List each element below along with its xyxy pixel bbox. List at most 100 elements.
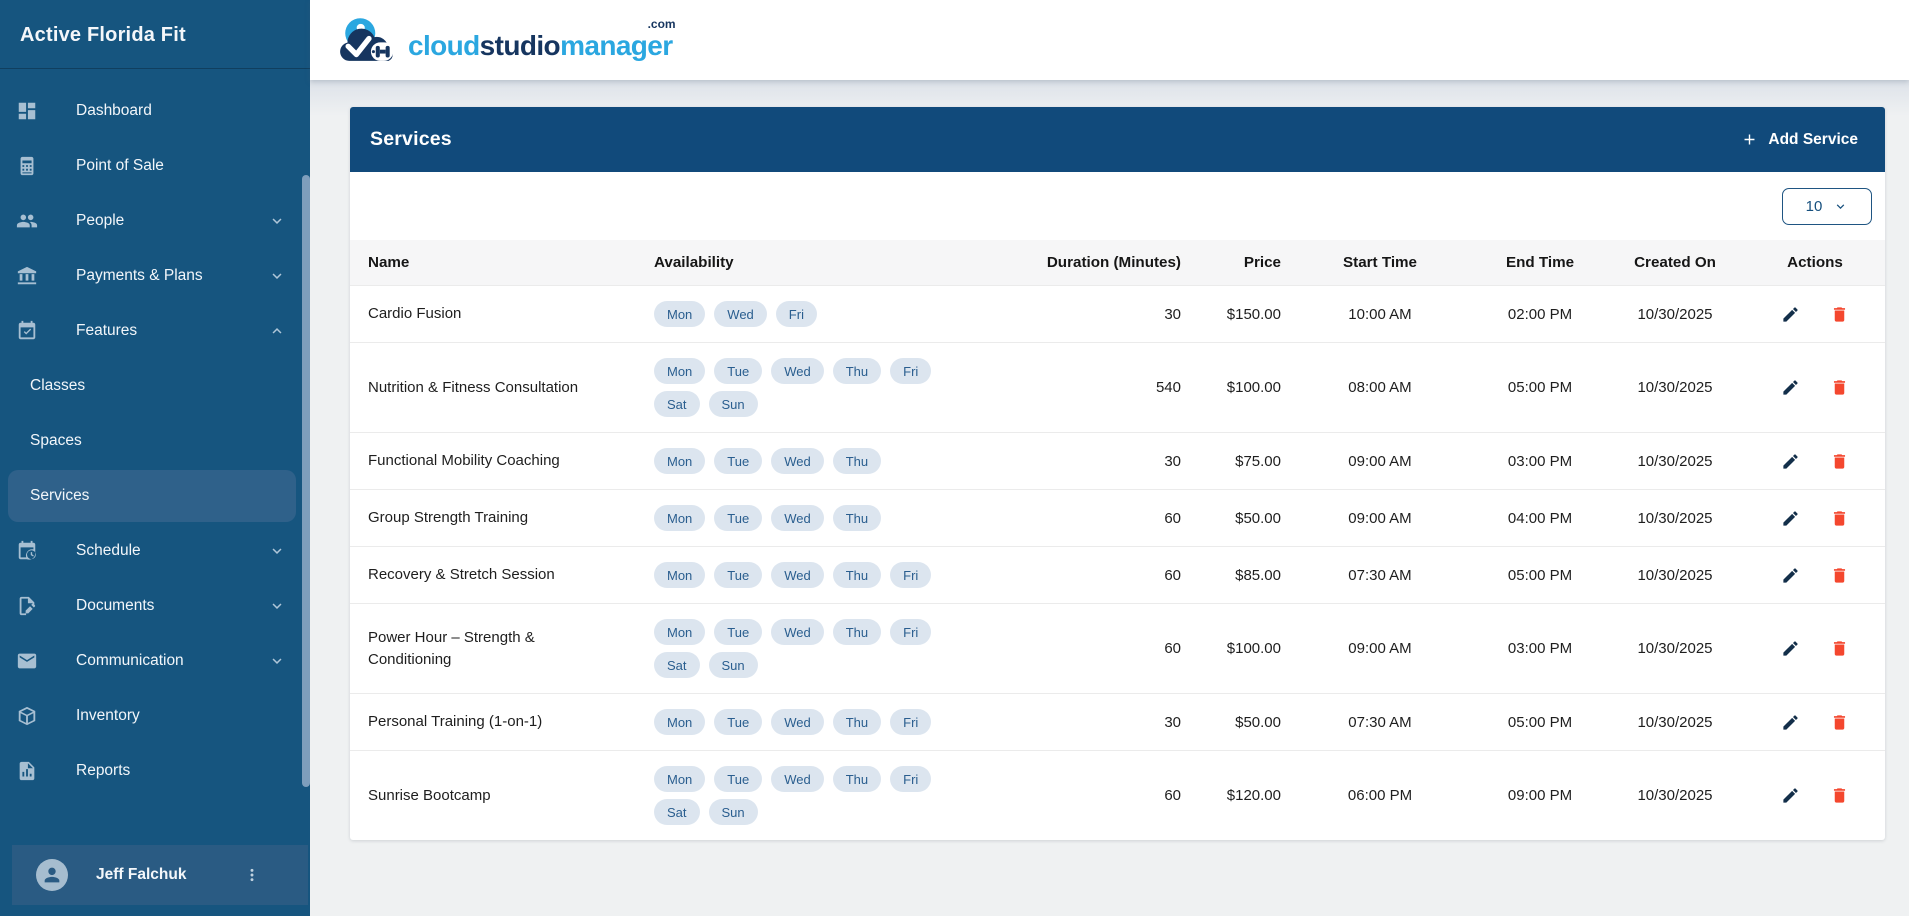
plus-icon — [1744, 134, 1755, 145]
edit-button[interactable] — [1781, 509, 1800, 528]
org-title: Active Florida Fit — [0, 0, 310, 69]
delete-button[interactable] — [1830, 639, 1849, 658]
user-avatar-icon — [36, 859, 68, 891]
sidebar-item-reports[interactable]: Reports — [0, 745, 310, 797]
edit-button[interactable] — [1781, 639, 1800, 658]
chevron-down-icon — [272, 218, 282, 224]
end-time-value: 02:00 PM — [1475, 285, 1605, 343]
sidebar-item-label: Features — [76, 322, 138, 339]
sidebar-item-label: Spaces — [30, 432, 82, 449]
column-header-duration-minutes: Duration (Minutes) — [960, 240, 1185, 286]
created-on-value: 10/30/2025 — [1605, 603, 1745, 694]
row-actions — [1745, 452, 1885, 471]
day-pill: Sun — [708, 799, 758, 825]
delete-button[interactable] — [1830, 305, 1849, 324]
service-name: Sunrise Bootcamp — [368, 786, 491, 804]
chevron-down-icon — [268, 267, 286, 285]
day-pill: Thu — [832, 358, 882, 384]
dashboard-icon — [18, 102, 36, 120]
services-table: Name Availability Duration (Minutes) Price S… — [350, 240, 1885, 840]
duration-value: 30 — [960, 285, 1185, 343]
point-of-sale-icon — [16, 155, 38, 177]
trash-icon — [1833, 714, 1846, 730]
cloudstudiomanager-logo: .com cloudstudiomanager — [337, 15, 676, 65]
bank-icon — [16, 265, 38, 287]
add-service-button[interactable]: Add Service — [1741, 131, 1858, 149]
delete-button[interactable] — [1830, 452, 1849, 471]
sidebar-item-services[interactable]: Services — [8, 470, 296, 522]
edit-button[interactable] — [1781, 713, 1800, 732]
table-row: Personal Training (1-on-1) Mon Tue Wed Thu Fr… — [350, 693, 1885, 751]
logo-word-manager: manager — [560, 30, 673, 61]
sidebar-item-label: Documents — [76, 597, 155, 614]
day-pill: Thu — [832, 448, 882, 474]
end-time-value: 05:00 PM — [1475, 693, 1605, 751]
sidebar-item-classes[interactable]: Classes — [0, 360, 310, 412]
edit-button[interactable] — [1781, 305, 1800, 324]
edit-icon — [1783, 453, 1798, 469]
delete-button[interactable] — [1830, 786, 1849, 805]
day-pill: Thu — [832, 709, 882, 735]
sidebar-item-communication[interactable]: Communication — [0, 635, 310, 687]
duration-value: 60 — [960, 546, 1185, 604]
start-time-value: 10:00 AM — [1285, 285, 1475, 343]
day-pill: Tue — [714, 709, 763, 735]
sidebar-item-documents[interactable]: Documents — [0, 580, 310, 632]
kebab-menu-icon[interactable] — [244, 865, 260, 885]
delete-button[interactable] — [1830, 566, 1849, 585]
edit-icon — [1783, 788, 1798, 803]
sidebar-item-label: Classes — [30, 377, 86, 394]
inventory-box-icon — [16, 705, 38, 727]
sidebar-item-people[interactable]: People — [0, 195, 310, 247]
day-pill: Thu — [832, 766, 882, 792]
delete-button[interactable] — [1830, 509, 1849, 528]
chevron-down-icon — [268, 652, 286, 670]
day-pill: Fri — [890, 562, 932, 588]
availability-days: Mon Tue Wed Thu — [654, 448, 954, 474]
sidebar-item-label: Services — [30, 487, 90, 504]
edit-button[interactable] — [1781, 566, 1800, 585]
sidebar-item-spaces[interactable]: Spaces — [0, 415, 310, 467]
user-menu[interactable]: Jeff Falchuk — [12, 845, 308, 905]
service-name: Power Hour – Strength & Conditioning — [368, 628, 535, 668]
delete-button[interactable] — [1830, 713, 1849, 732]
day-pill: Mon — [654, 766, 706, 792]
day-pill: Tue — [714, 448, 763, 474]
sidebar-item-features[interactable]: Features — [0, 305, 310, 357]
availability-days: Mon Tue Wed Thu Fri Sat Sun — [654, 619, 954, 678]
table-row: Power Hour – Strength & Conditioning Mon T… — [350, 603, 1885, 694]
chevron-down-icon — [272, 548, 282, 554]
column-header-created-on: Created On — [1605, 240, 1745, 286]
day-pill: Fri — [890, 619, 932, 645]
chevron-down-icon — [272, 273, 282, 279]
people-icon — [16, 214, 38, 228]
row-actions — [1745, 639, 1885, 658]
sidebar-item-label: Reports — [76, 762, 131, 779]
column-header-name: Name — [350, 240, 650, 286]
day-pill: Sat — [654, 799, 700, 825]
chevron-up-icon — [268, 322, 286, 340]
edit-icon — [1783, 380, 1798, 395]
day-pill: Tue — [714, 619, 763, 645]
sidebar-item-payments-plans[interactable]: Payments & Plans — [0, 250, 310, 302]
day-pill: Tue — [714, 766, 763, 792]
edit-button[interactable] — [1781, 378, 1800, 397]
delete-button[interactable] — [1830, 378, 1849, 397]
sidebar-item-dashboard[interactable]: Dashboard — [0, 85, 310, 137]
page-size-select[interactable]: 10 — [1782, 187, 1872, 225]
logo-text: .com cloudstudiomanager — [408, 18, 676, 61]
start-time-value: 08:00 AM — [1285, 342, 1475, 433]
duration-value: 60 — [960, 750, 1185, 840]
sidebar-scrollbar[interactable] — [302, 175, 310, 787]
sidebar-item-inventory[interactable]: Inventory — [0, 690, 310, 742]
logo-word-cloud: cloud — [408, 30, 480, 61]
edit-button[interactable] — [1781, 786, 1800, 805]
people-icon — [16, 210, 38, 232]
sidebar-item-point-of-sale[interactable]: Point of Sale — [0, 140, 310, 192]
start-time-value: 07:30 AM — [1285, 546, 1475, 604]
sidebar-item-schedule[interactable]: Schedule — [0, 525, 310, 577]
table-body: Cardio Fusion Mon Wed Fri 30 $150.00 10:00 AM 0… — [350, 285, 1885, 840]
edit-button[interactable] — [1781, 452, 1800, 471]
logo-cloud-icon — [340, 18, 394, 61]
